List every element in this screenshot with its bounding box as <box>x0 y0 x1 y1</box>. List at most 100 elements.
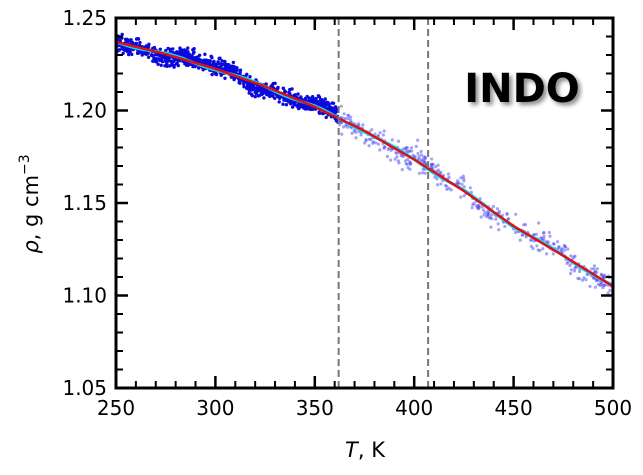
scatter-point <box>373 132 377 136</box>
scatter-point <box>238 71 242 76</box>
scatter-point <box>210 72 214 77</box>
scatter-point <box>182 48 187 52</box>
scatter-point <box>481 208 485 212</box>
scatter-point <box>260 92 264 96</box>
y-tick-label: 1.10 <box>62 284 107 308</box>
scatter-point <box>134 42 138 46</box>
scatter-point <box>288 102 293 106</box>
scatter-point <box>462 194 466 198</box>
scatter-point <box>497 209 501 213</box>
scatter-point <box>246 84 250 89</box>
scatter-point <box>571 257 575 261</box>
scatter-point <box>319 98 323 102</box>
scatter-point <box>172 57 177 62</box>
scatter-point <box>546 240 550 244</box>
scatter-point <box>576 276 580 280</box>
scatter-point <box>143 51 147 56</box>
scatter-point <box>238 68 243 72</box>
scatter-point <box>262 96 266 100</box>
scatter-point <box>423 171 427 175</box>
scatter-point <box>120 46 124 51</box>
x-tick-label: 250 <box>97 396 135 420</box>
scatter-point <box>419 149 423 154</box>
scatter-point <box>186 52 190 56</box>
scatter-point <box>599 273 603 277</box>
scatter-point <box>176 63 180 68</box>
scatter-point <box>223 76 227 81</box>
scatter-point <box>367 137 371 141</box>
scatter-point <box>242 85 246 89</box>
scatter-point <box>281 102 285 106</box>
scatter-point <box>411 153 415 157</box>
scatter-point <box>220 59 224 63</box>
scatter-point <box>370 128 374 132</box>
fit-lines <box>116 40 613 288</box>
scatter-point <box>455 181 459 185</box>
scatter-point <box>171 47 175 51</box>
scatter-point <box>284 98 289 103</box>
scatter-point <box>490 217 494 221</box>
scatter-point <box>334 106 338 111</box>
scatter-point <box>394 151 398 155</box>
scatter-point <box>402 154 406 158</box>
scatter-point <box>541 247 545 251</box>
x-axis-label-symbol: T <box>345 438 360 462</box>
scatter-point <box>321 101 325 106</box>
scatter-point <box>323 104 327 108</box>
scatter-point <box>169 59 173 63</box>
scatter-point <box>404 148 408 152</box>
scatter-point <box>424 162 428 166</box>
scatter-point <box>342 112 346 116</box>
scatter-point <box>350 131 354 135</box>
scatter-point <box>316 94 321 98</box>
scatter-point <box>152 45 157 50</box>
scatter-point <box>253 95 257 99</box>
scatter-point <box>588 284 592 288</box>
scatter-point <box>518 238 522 242</box>
scatter-point <box>523 223 528 227</box>
scatter-point <box>376 142 380 146</box>
scatter-point <box>423 156 428 160</box>
x-tick-label: 350 <box>296 396 334 420</box>
scatter-point <box>378 148 382 152</box>
scatter-point <box>595 270 599 275</box>
scatter-point <box>242 82 246 86</box>
scatter-point <box>565 261 569 265</box>
scatter-point <box>256 94 261 98</box>
y-tick-label: 1.20 <box>62 99 107 123</box>
scatter-point <box>430 163 434 167</box>
scatter-point <box>557 245 561 249</box>
scatter-point <box>534 232 539 236</box>
scatter-point <box>265 89 269 93</box>
scatter-point <box>290 87 294 91</box>
x-axis-label-unit: , K <box>358 438 386 462</box>
scatter-point <box>367 144 371 148</box>
scatter-point <box>420 153 424 157</box>
scatter-point <box>359 133 363 137</box>
tick-labels: 250 300 350 400 450 500 1.05 1.10 1.15 1.20 1.25 <box>62 6 632 420</box>
y-tick-label: 1.05 <box>62 376 107 400</box>
scatter-point <box>257 86 261 91</box>
scatter-point <box>138 40 142 45</box>
scatter-point <box>592 267 596 271</box>
scatter-point <box>489 225 493 229</box>
scatter-point <box>180 48 184 52</box>
scatter-point <box>529 238 534 242</box>
scatter-point <box>435 177 439 181</box>
scatter-point <box>506 217 510 221</box>
scatter-point <box>436 168 440 172</box>
scatter-point <box>503 224 507 229</box>
scatter-point <box>249 92 254 96</box>
scatter-point <box>201 59 205 63</box>
scatter-point <box>207 61 212 65</box>
scatter-point <box>126 52 131 57</box>
scatter-point <box>595 267 599 271</box>
scatter-point <box>168 49 173 53</box>
scatter-point <box>569 271 573 276</box>
scatter-point <box>205 58 209 63</box>
scatter-point <box>327 104 331 108</box>
scatter-point <box>354 130 358 134</box>
scatter-point <box>346 117 350 121</box>
scatter-point <box>479 215 483 219</box>
